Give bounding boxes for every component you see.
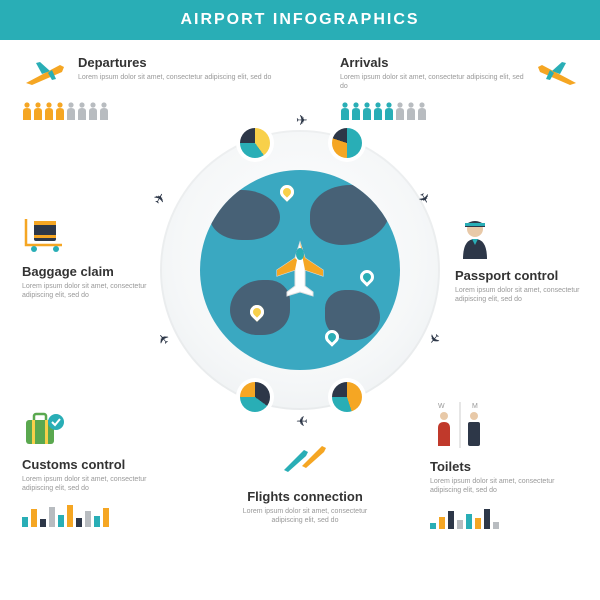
flights-body: Lorem ipsum dolor sit amet, consectetur … [230, 507, 380, 525]
globe-diagram: ✈✈✈✈✈✈ [160, 130, 440, 410]
baggage-cart-icon [22, 215, 66, 260]
orbit-plane-icon: ✈ [424, 329, 445, 349]
orbit-plane-icon: ✈ [296, 112, 308, 129]
plane-departure-icon [22, 55, 68, 96]
chart-bar [466, 514, 472, 529]
departures-body: Lorem ipsum dolor sit amet, consectetur … [78, 73, 271, 82]
section-arrivals: Arrivals Lorem ipsum dolor sit amet, con… [340, 55, 580, 125]
chart-bar [67, 505, 73, 527]
person-icon [44, 102, 54, 120]
center-plane-icon [275, 240, 325, 305]
chart-bar [76, 518, 82, 527]
arrivals-title: Arrivals [340, 55, 524, 70]
person-icon [22, 102, 32, 120]
section-flights: Flights connection Lorem ipsum dolor sit… [230, 440, 380, 525]
svg-text:M: M [472, 403, 478, 410]
section-customs: Customs control Lorem ipsum dolor sit am… [22, 410, 172, 527]
baggage-title: Baggage claim [22, 264, 152, 279]
section-baggage: Baggage claim Lorem ipsum dolor sit amet… [22, 215, 152, 300]
person-icon [362, 102, 372, 120]
officer-icon [455, 215, 495, 264]
orbit-plane-icon: ✈ [154, 329, 175, 349]
person-icon [66, 102, 76, 120]
mini-pie-chart [240, 382, 270, 412]
chart-bar [484, 509, 490, 529]
person-icon [384, 102, 394, 120]
toilets-chart [430, 501, 585, 529]
person-icon [55, 102, 65, 120]
person-icon [99, 102, 109, 120]
person-icon [77, 102, 87, 120]
baggage-body: Lorem ipsum dolor sit amet, consectetur … [22, 282, 152, 300]
chart-bar [103, 508, 109, 527]
person-icon [88, 102, 98, 120]
passport-body: Lorem ipsum dolor sit amet, consectetur … [455, 286, 585, 304]
chart-bar [40, 519, 46, 527]
chart-bar [457, 520, 463, 529]
person-icon [340, 102, 350, 120]
chart-bar [493, 522, 499, 529]
customs-chart [22, 499, 172, 527]
chart-bar [94, 516, 100, 527]
arrivals-people [340, 102, 580, 125]
globe-outer-ring: ✈✈✈✈✈✈ [160, 130, 440, 410]
passport-title: Passport control [455, 268, 585, 283]
chart-bar [49, 507, 55, 527]
departures-people [22, 102, 282, 125]
chart-bar [85, 511, 91, 527]
orbit-plane-icon: ✈ [150, 189, 171, 208]
plane-arrival-icon [534, 55, 580, 96]
mini-pie-chart [332, 382, 362, 412]
person-icon [417, 102, 427, 120]
planes-connection-icon [278, 440, 332, 485]
chart-bar [22, 517, 28, 527]
suitcase-check-icon [22, 410, 66, 453]
chart-bar [31, 509, 37, 527]
orbit-plane-icon: ✈ [414, 189, 435, 208]
toilets-body: Lorem ipsum dolor sit amet, consectetur … [430, 477, 585, 495]
customs-body: Lorem ipsum dolor sit amet, consectetur … [22, 475, 172, 493]
chart-bar [58, 515, 64, 527]
section-toilets: W M Toilets Lorem ipsum dolor sit amet, … [430, 400, 585, 529]
person-icon [395, 102, 405, 120]
customs-title: Customs control [22, 457, 172, 472]
person-icon [406, 102, 416, 120]
chart-bar [475, 518, 481, 529]
arrivals-body: Lorem ipsum dolor sit amet, consectetur … [340, 73, 524, 91]
mini-pie-chart [240, 128, 270, 158]
chart-bar [448, 511, 454, 529]
section-departures: Departures Lorem ipsum dolor sit amet, c… [22, 55, 282, 125]
person-icon [33, 102, 43, 120]
flights-title: Flights connection [230, 489, 380, 504]
mini-pie-chart [332, 128, 362, 158]
person-icon [373, 102, 383, 120]
chart-bar [430, 523, 436, 529]
toilets-title: Toilets [430, 459, 585, 474]
departures-title: Departures [78, 55, 271, 70]
title-banner: AIRPORT INFOGRAPHICS [0, 0, 600, 40]
person-icon [351, 102, 361, 120]
orbit-plane-icon: ✈ [296, 412, 308, 429]
section-passport: Passport control Lorem ipsum dolor sit a… [455, 215, 585, 304]
chart-bar [439, 517, 445, 529]
